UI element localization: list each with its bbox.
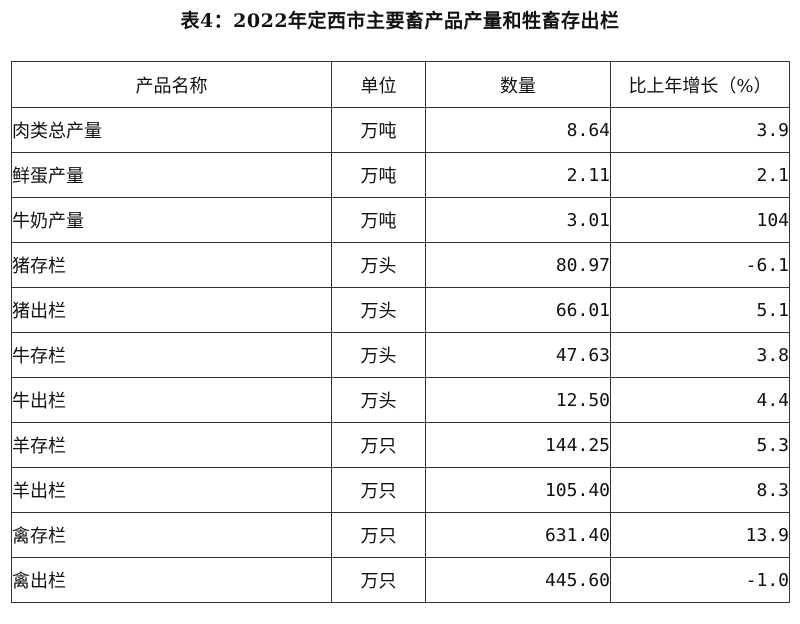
table-row: 鲜蛋产量 万吨 2.11 2.1 [11, 152, 790, 198]
table-row: 羊存栏 万只 144.25 5.3 [11, 422, 790, 468]
cell-growth: 4.4 [610, 377, 790, 423]
cell-product-name: 猪出栏 [11, 287, 332, 333]
cell-growth: 13.9 [610, 512, 790, 558]
cell-product-name: 猪存栏 [11, 242, 332, 288]
cell-quantity: 445.60 [425, 557, 611, 603]
table-row: 禽存栏 万只 631.40 13.9 [11, 512, 790, 558]
table-title: 表4：2022年定西市主要畜产品产量和牲畜存出栏 [180, 10, 620, 32]
cell-product-name: 肉类总产量 [11, 107, 332, 153]
cell-product-name: 禽存栏 [11, 512, 332, 558]
table-row: 牛奶产量 万吨 3.01 104 [11, 197, 790, 243]
cell-growth: -6.1 [610, 242, 790, 288]
cell-quantity: 105.40 [425, 467, 611, 513]
table-row: 猪出栏 万头 66.01 5.1 [11, 287, 790, 333]
cell-unit: 万只 [331, 557, 426, 603]
cell-product-name: 牛奶产量 [11, 197, 332, 243]
table-row: 羊出栏 万只 105.40 8.3 [11, 467, 790, 513]
header-product-name: 产品名称 [11, 61, 332, 108]
table-row: 牛存栏 万头 47.63 3.8 [11, 332, 790, 378]
header-unit: 单位 [331, 61, 426, 108]
cell-quantity: 12.50 [425, 377, 611, 423]
cell-unit: 万头 [331, 242, 426, 288]
cell-product-name: 牛存栏 [11, 332, 332, 378]
cell-quantity: 80.97 [425, 242, 611, 288]
cell-quantity: 8.64 [425, 107, 611, 153]
cell-growth: 3.9 [610, 107, 790, 153]
cell-unit: 万头 [331, 377, 426, 423]
cell-unit: 万吨 [331, 107, 426, 153]
header-row: 产品名称 单位 数量 比上年增长（%） [11, 61, 790, 108]
cell-quantity: 144.25 [425, 422, 611, 468]
cell-quantity: 3.01 [425, 197, 611, 243]
cell-unit: 万头 [331, 332, 426, 378]
cell-quantity: 2.11 [425, 152, 611, 198]
cell-unit: 万头 [331, 287, 426, 333]
cell-growth: -1.0 [610, 557, 790, 603]
cell-growth: 3.8 [610, 332, 790, 378]
cell-product-name: 禽出栏 [11, 557, 332, 603]
cell-growth: 2.1 [610, 152, 790, 198]
header-quantity: 数量 [425, 61, 611, 108]
livestock-table: 产品名称 单位 数量 比上年增长（%） 肉类总产量 万吨 8.64 3.9 鲜蛋… [11, 61, 790, 603]
cell-unit: 万吨 [331, 152, 426, 198]
cell-quantity: 66.01 [425, 287, 611, 333]
cell-growth: 8.3 [610, 467, 790, 513]
cell-growth: 5.1 [610, 287, 790, 333]
cell-growth: 104 [610, 197, 790, 243]
cell-unit: 万只 [331, 512, 426, 558]
cell-unit: 万只 [331, 467, 426, 513]
cell-product-name: 羊存栏 [11, 422, 332, 468]
cell-product-name: 牛出栏 [11, 377, 332, 423]
cell-growth: 5.3 [610, 422, 790, 468]
table-row: 猪存栏 万头 80.97 -6.1 [11, 242, 790, 288]
cell-unit: 万吨 [331, 197, 426, 243]
table-row: 牛出栏 万头 12.50 4.4 [11, 377, 790, 423]
cell-quantity: 47.63 [425, 332, 611, 378]
cell-product-name: 鲜蛋产量 [11, 152, 332, 198]
header-growth: 比上年增长（%） [610, 61, 790, 108]
cell-quantity: 631.40 [425, 512, 611, 558]
table-row: 肉类总产量 万吨 8.64 3.9 [11, 107, 790, 153]
table-row: 禽出栏 万只 445.60 -1.0 [11, 557, 790, 603]
cell-unit: 万只 [331, 422, 426, 468]
cell-product-name: 羊出栏 [11, 467, 332, 513]
